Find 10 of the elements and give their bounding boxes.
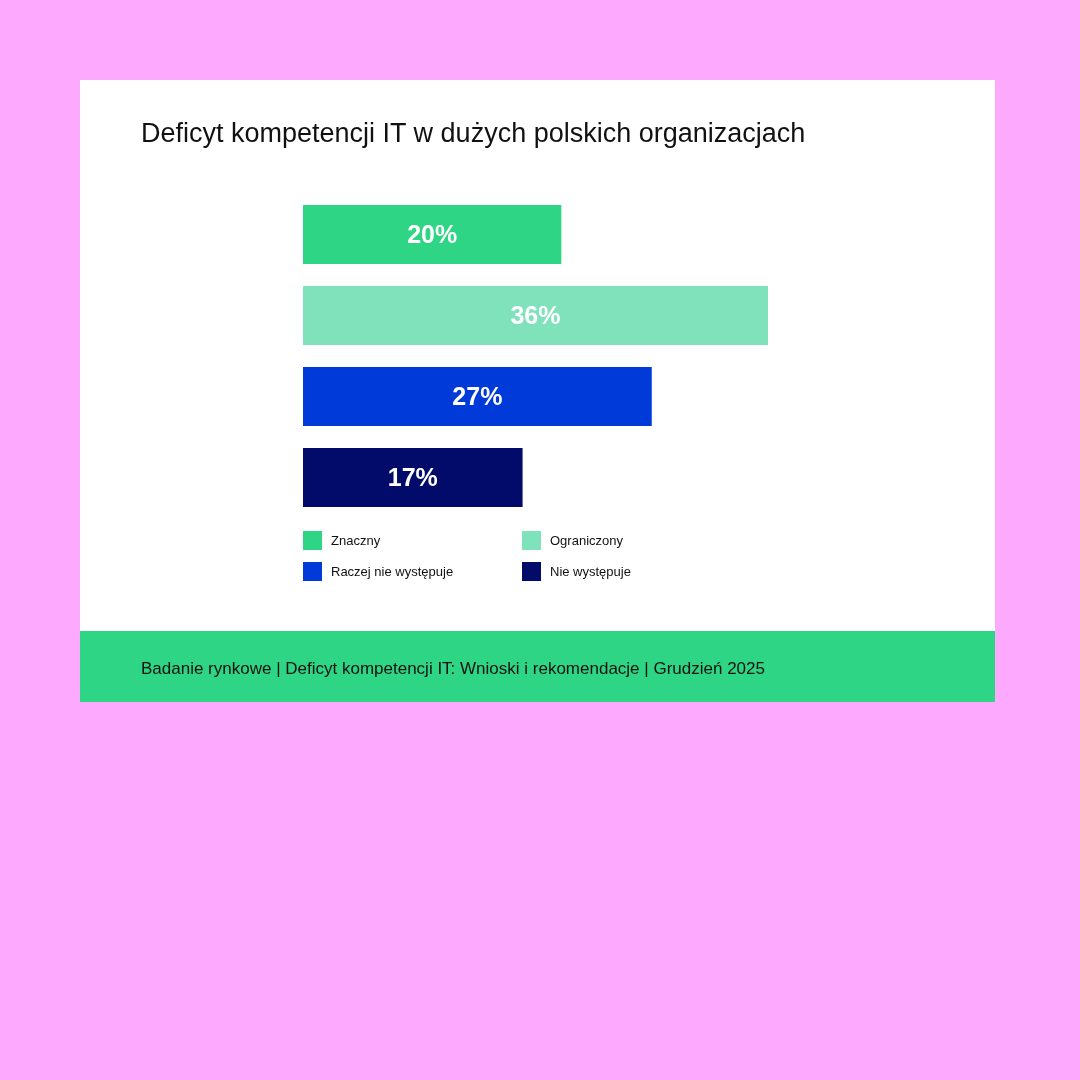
data-label: 20% (407, 220, 458, 249)
legend-label: Znaczny (331, 533, 381, 548)
legend-label: Ograniczony (550, 533, 623, 548)
legend-label: Raczej nie występuje (331, 564, 454, 579)
text: Badanie rynkowe | Deficyt kompetencji IT: Wnioski i rekomendacje | Grudzień 2025 (141, 659, 765, 679)
data-label: 27% (452, 382, 503, 411)
chart-title: Deficyt kompetencji IT w dużych polskich organizacjach (141, 118, 806, 149)
data-label: 36% (510, 301, 561, 330)
data-label: 17% (387, 463, 438, 492)
legend-label: Nie występuje (550, 564, 631, 579)
